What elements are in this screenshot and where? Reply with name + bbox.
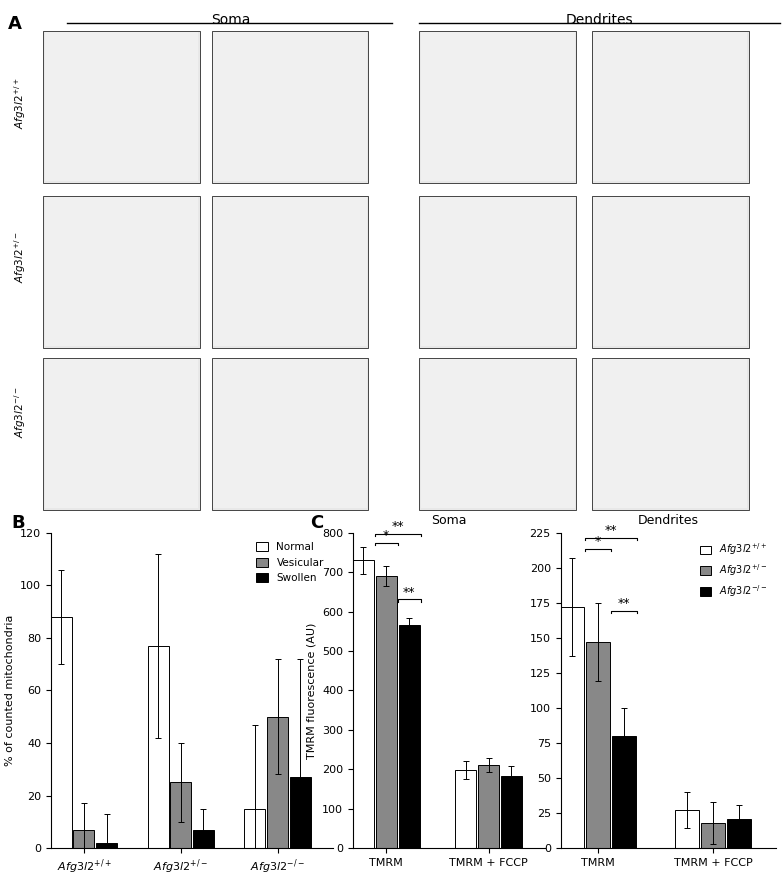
Bar	[45, 197, 198, 346]
Legend: Normal, Vesicular, Swollen: Normal, Vesicular, Swollen	[252, 538, 328, 588]
Bar	[701, 823, 724, 848]
Text: $\mathit{Afg3l2}^{+/+}$: $\mathit{Afg3l2}^{+/+}$	[12, 77, 27, 129]
Bar	[353, 560, 374, 848]
Y-axis label: TMRM fluorescence (AU): TMRM fluorescence (AU)	[307, 622, 317, 758]
Bar	[592, 31, 749, 183]
Text: **: **	[618, 597, 630, 610]
Bar	[612, 736, 636, 848]
Bar	[398, 625, 419, 848]
Bar	[213, 197, 367, 346]
Bar	[478, 765, 499, 848]
Bar	[267, 717, 288, 848]
Bar	[501, 776, 522, 848]
Bar	[147, 646, 169, 848]
Text: B: B	[12, 514, 25, 532]
Bar	[290, 777, 310, 848]
Bar	[213, 33, 367, 181]
Text: A: A	[8, 15, 22, 34]
Bar	[212, 31, 368, 183]
Bar	[675, 810, 699, 848]
Y-axis label: % of counted mitochondria: % of counted mitochondria	[5, 614, 15, 766]
Title: Dendrites: Dendrites	[638, 514, 699, 527]
Bar	[170, 782, 191, 848]
Bar	[561, 607, 584, 848]
Bar	[593, 197, 747, 346]
Bar	[45, 360, 198, 508]
Text: *: *	[383, 529, 390, 543]
Bar	[593, 360, 747, 508]
Bar	[419, 358, 576, 510]
Bar	[43, 358, 200, 510]
Bar	[212, 358, 368, 510]
Bar	[586, 642, 610, 848]
Bar	[727, 819, 750, 848]
Legend: $\mathit{Afg3l2}^{+/+}$, $\mathit{Afg3l2}^{+/-}$, $\mathit{Afg3l2}^{-/-}$: $\mathit{Afg3l2}^{+/+}$, $\mathit{Afg3l2…	[695, 537, 771, 603]
Bar	[455, 770, 476, 848]
Bar	[419, 31, 576, 183]
Bar	[592, 195, 749, 348]
Text: C: C	[310, 514, 324, 532]
Bar	[213, 360, 367, 508]
Bar	[376, 576, 397, 848]
Bar	[51, 617, 71, 848]
Bar	[419, 195, 576, 348]
Bar	[74, 829, 94, 848]
Text: Dendrites: Dendrites	[566, 13, 633, 27]
Bar	[43, 195, 200, 348]
Bar	[593, 33, 747, 181]
Text: **: **	[403, 585, 416, 599]
Bar	[592, 358, 749, 510]
Bar	[96, 843, 117, 848]
Bar	[43, 31, 200, 183]
Text: $\mathit{Afg3l2}^{+/-}$: $\mathit{Afg3l2}^{+/-}$	[12, 232, 27, 283]
Text: Soma: Soma	[212, 13, 251, 27]
Bar	[245, 809, 265, 848]
Title: Soma: Soma	[431, 514, 466, 527]
Bar	[421, 197, 575, 346]
Bar	[421, 360, 575, 508]
Bar	[421, 33, 575, 181]
Text: **: **	[391, 519, 404, 533]
Bar	[212, 195, 368, 348]
Text: **: **	[604, 524, 617, 537]
Text: $\mathit{Afg3l2}^{-/-}$: $\mathit{Afg3l2}^{-/-}$	[12, 386, 27, 438]
Bar	[45, 33, 198, 181]
Text: *: *	[595, 535, 601, 548]
Bar	[193, 829, 214, 848]
